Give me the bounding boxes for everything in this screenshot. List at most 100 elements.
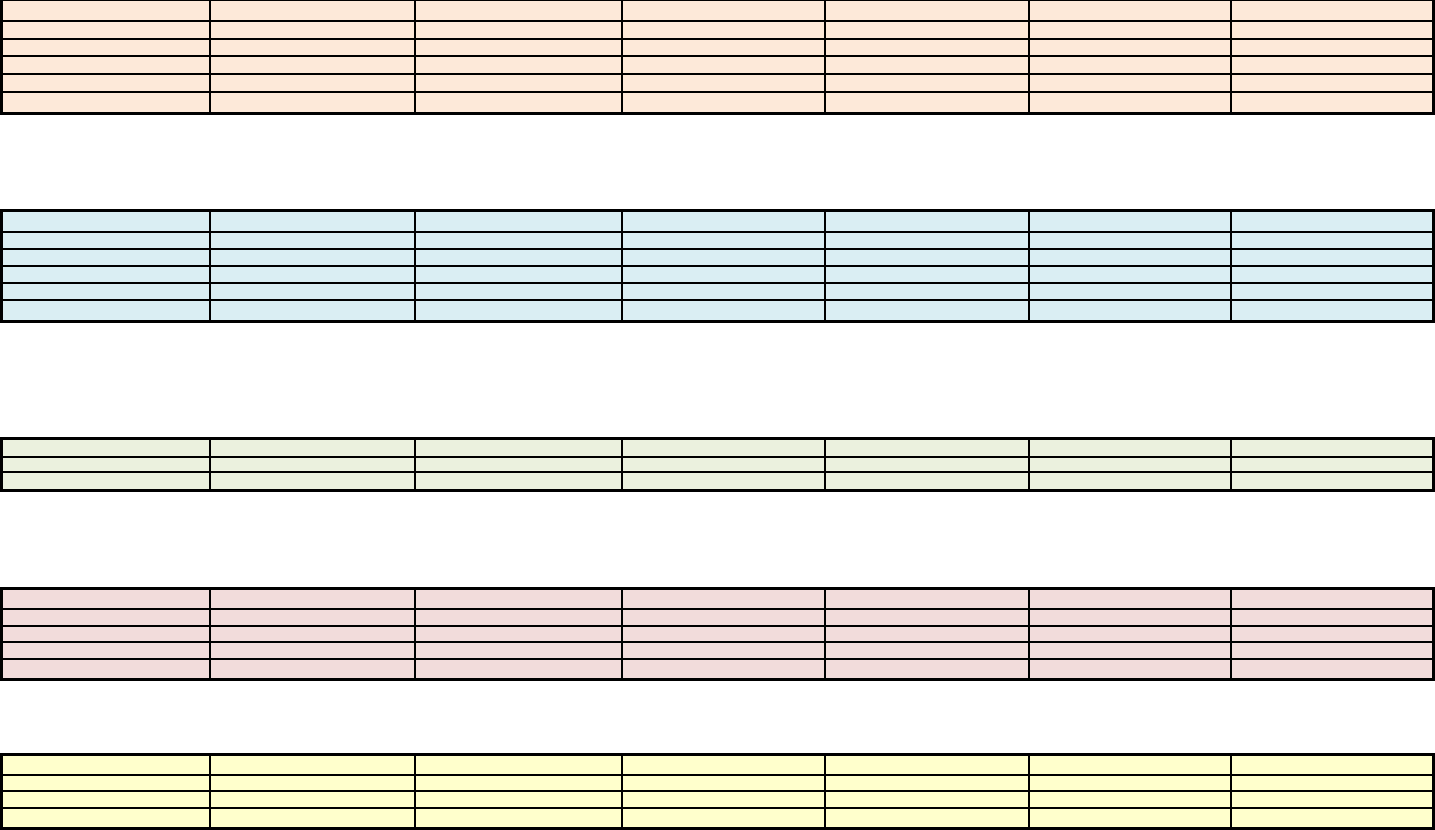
table-cell bbox=[413, 230, 623, 250]
table-cell bbox=[1229, 437, 1435, 459]
table-cell bbox=[0, 90, 211, 115]
table-row bbox=[0, 230, 1435, 250]
table-cell bbox=[413, 37, 623, 58]
table-cell bbox=[413, 282, 623, 302]
table-cell bbox=[208, 470, 416, 492]
table-cell bbox=[620, 282, 826, 302]
pink-table bbox=[0, 587, 1435, 681]
table-cell bbox=[620, 753, 826, 777]
table-cell bbox=[413, 624, 623, 644]
table-cell bbox=[413, 608, 623, 627]
table-cell bbox=[1027, 299, 1232, 323]
table-cell bbox=[823, 20, 1030, 40]
table-cell bbox=[1027, 55, 1232, 75]
table-cell bbox=[620, 657, 826, 681]
table-cell bbox=[823, 657, 1030, 681]
table-cell bbox=[413, 247, 623, 267]
table-cell bbox=[620, 608, 826, 627]
table-cell bbox=[0, 790, 211, 809]
table-cell bbox=[620, 299, 826, 323]
table-cell bbox=[620, 230, 826, 250]
table-cell bbox=[0, 456, 211, 473]
table-cell bbox=[1027, 753, 1232, 777]
table-cell bbox=[1027, 806, 1232, 830]
table-cell bbox=[0, 0, 211, 23]
table-cell bbox=[208, 37, 416, 58]
table-cell bbox=[1229, 247, 1435, 267]
table-row bbox=[0, 55, 1435, 75]
table-cell bbox=[208, 264, 416, 285]
table-cell bbox=[413, 753, 623, 777]
table-cell bbox=[1229, 624, 1435, 644]
table-cell bbox=[620, 55, 826, 75]
table-cell bbox=[208, 806, 416, 830]
table-row bbox=[0, 753, 1435, 777]
table-cell bbox=[1229, 55, 1435, 75]
table-row bbox=[0, 806, 1435, 830]
table-cell bbox=[823, 470, 1030, 492]
table-cell bbox=[823, 247, 1030, 267]
table-row bbox=[0, 470, 1435, 492]
table-cell bbox=[0, 230, 211, 250]
table-cell bbox=[1027, 20, 1232, 40]
table-cell bbox=[413, 209, 623, 233]
table-cell bbox=[0, 608, 211, 627]
table-cell bbox=[1027, 0, 1232, 23]
table-cell bbox=[1027, 657, 1232, 681]
table-cell bbox=[1027, 264, 1232, 285]
table-cell bbox=[823, 299, 1030, 323]
table-cell bbox=[1229, 230, 1435, 250]
table-cell bbox=[0, 55, 211, 75]
table-row bbox=[0, 282, 1435, 302]
table-cell bbox=[823, 806, 1030, 830]
table-cell bbox=[1229, 641, 1435, 660]
table-cell bbox=[823, 55, 1030, 75]
table-cell bbox=[1027, 247, 1232, 267]
table-cell bbox=[1229, 657, 1435, 681]
table-cell bbox=[413, 641, 623, 660]
table-cell bbox=[1229, 587, 1435, 611]
green-table bbox=[0, 437, 1435, 492]
table-cell bbox=[0, 299, 211, 323]
table-cell bbox=[1229, 282, 1435, 302]
table-row bbox=[0, 437, 1435, 459]
table-row bbox=[0, 790, 1435, 809]
table-cell bbox=[1027, 470, 1232, 492]
table-cell bbox=[620, 37, 826, 58]
table-cell bbox=[620, 641, 826, 660]
table-cell bbox=[208, 230, 416, 250]
table-cell bbox=[208, 247, 416, 267]
table-cell bbox=[823, 624, 1030, 644]
table-cell bbox=[208, 209, 416, 233]
table-cell bbox=[823, 774, 1030, 793]
table-cell bbox=[208, 90, 416, 115]
table-cell bbox=[0, 209, 211, 233]
table-cell bbox=[1027, 73, 1232, 93]
table-cell bbox=[0, 753, 211, 777]
table-cell bbox=[413, 657, 623, 681]
table-row bbox=[0, 587, 1435, 611]
table-cell bbox=[1229, 37, 1435, 58]
table-cell bbox=[620, 73, 826, 93]
table-cell bbox=[823, 37, 1030, 58]
table-cell bbox=[208, 587, 416, 611]
table-cell bbox=[823, 753, 1030, 777]
table-cell bbox=[823, 282, 1030, 302]
table-cell bbox=[823, 73, 1030, 93]
table-row bbox=[0, 0, 1435, 23]
table-cell bbox=[620, 456, 826, 473]
table-cell bbox=[413, 0, 623, 23]
table-cell bbox=[0, 20, 211, 40]
table-cell bbox=[823, 0, 1030, 23]
table-row bbox=[0, 624, 1435, 644]
table-cell bbox=[1229, 209, 1435, 233]
table-cell bbox=[1229, 0, 1435, 23]
table-cell bbox=[1027, 230, 1232, 250]
table-row bbox=[0, 37, 1435, 58]
table-cell bbox=[1027, 209, 1232, 233]
table-cell bbox=[1027, 587, 1232, 611]
table-cell bbox=[1229, 608, 1435, 627]
table-cell bbox=[1027, 90, 1232, 115]
table-cell bbox=[620, 624, 826, 644]
table-cell bbox=[413, 299, 623, 323]
